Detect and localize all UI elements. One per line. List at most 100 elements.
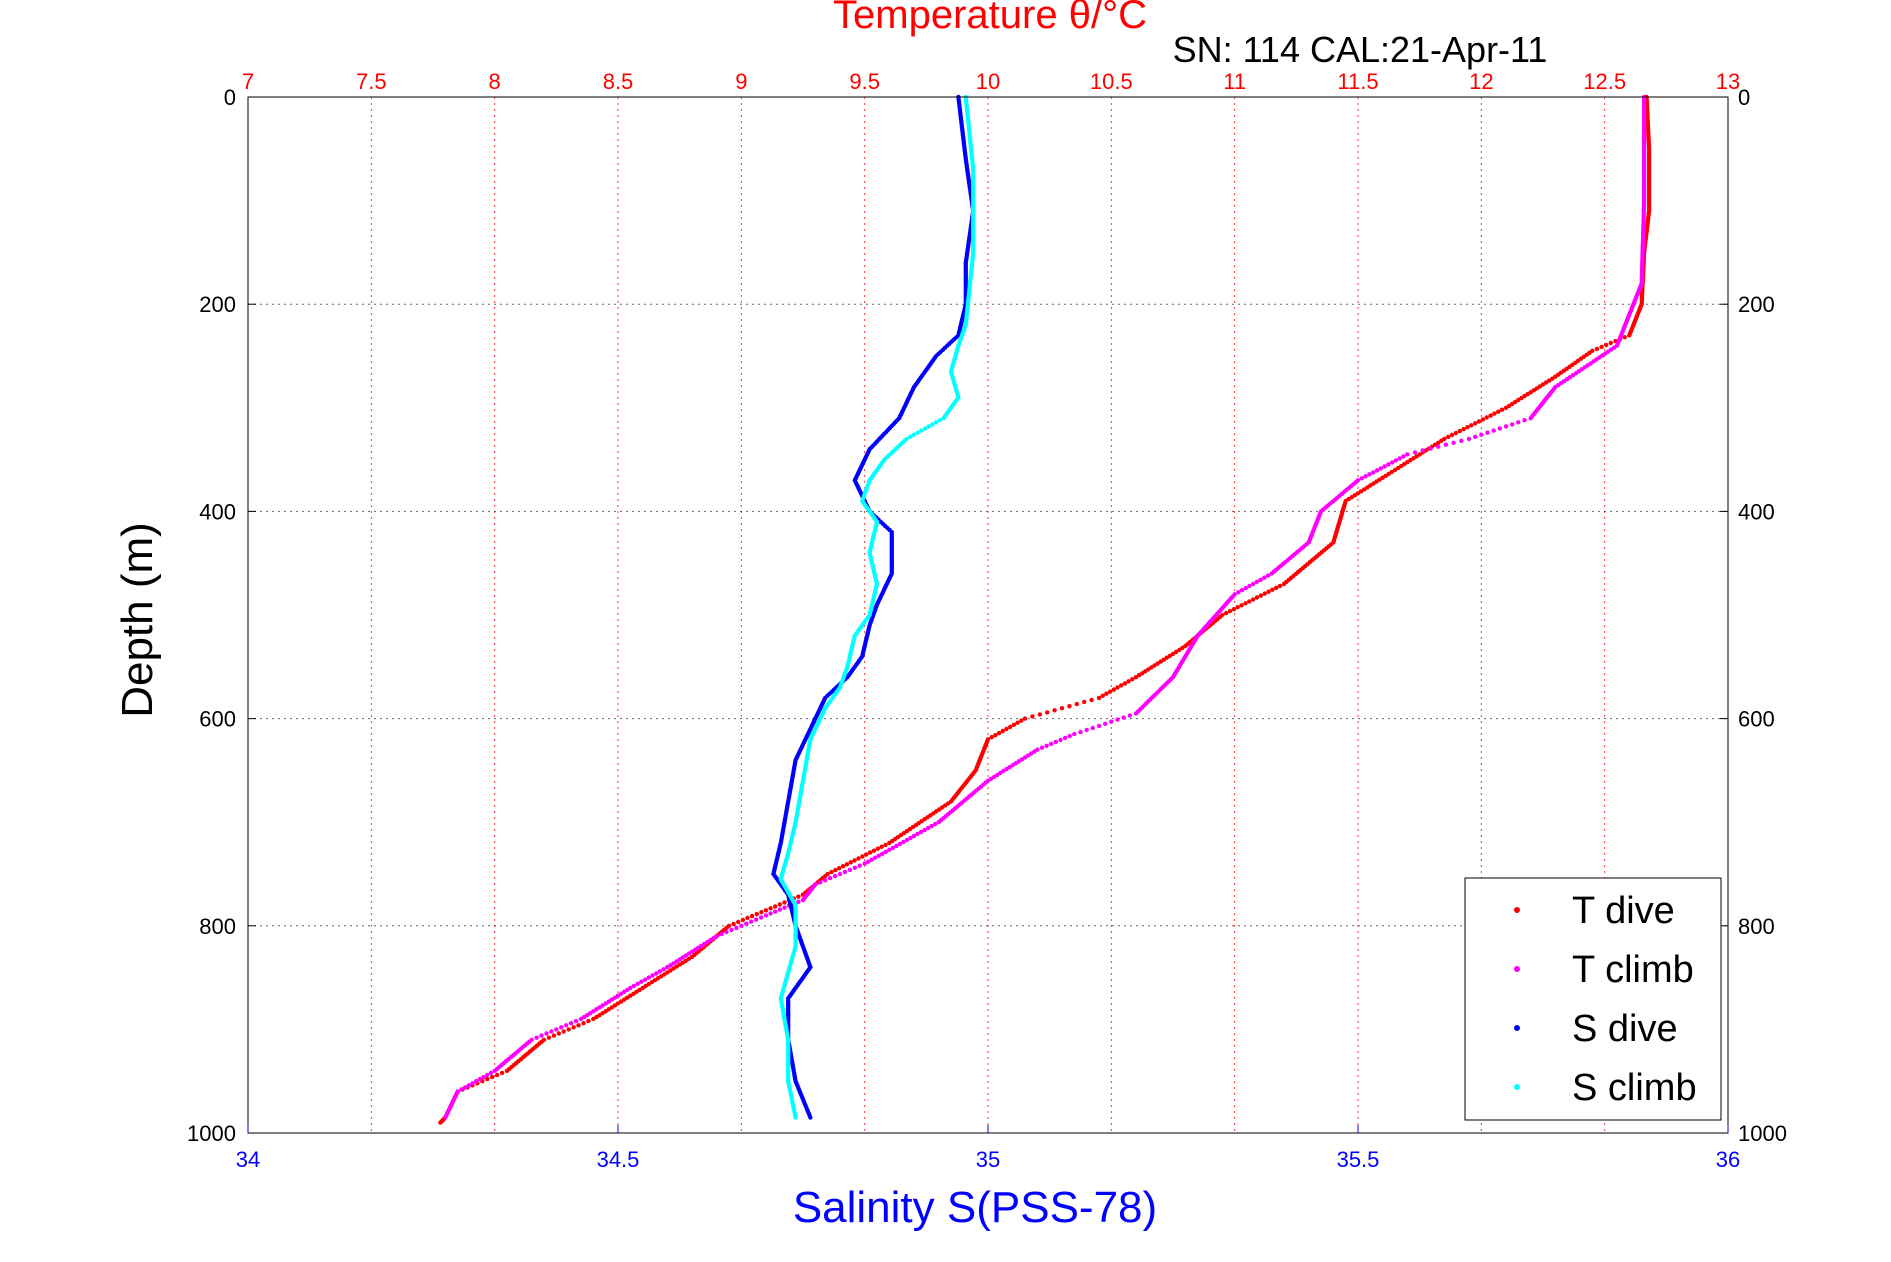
bottom-axis-tick-label: 34.5: [597, 1147, 640, 1172]
data-point: [1522, 418, 1527, 423]
data-point: [1503, 405, 1509, 410]
data-point: [477, 1076, 483, 1082]
data-point: [1599, 344, 1604, 350]
data-point: [1528, 416, 1533, 421]
data-point: [1359, 476, 1365, 481]
data-point: [857, 863, 862, 868]
right-axis-tick-label: 800: [1738, 914, 1775, 939]
data-point: [842, 869, 848, 875]
data-point: [926, 424, 931, 429]
legend-label-t-climb: T climb: [1572, 949, 1694, 991]
data-point: [571, 1025, 576, 1030]
data-point: [1074, 701, 1080, 707]
data-point: [1453, 430, 1459, 436]
x-axis-title: Salinity S(PSS-78): [793, 1183, 1157, 1232]
data-point: [1067, 704, 1072, 709]
data-point: [1019, 718, 1024, 723]
data-point: [1231, 607, 1237, 612]
data-point: [1258, 593, 1264, 598]
data-point: [573, 1018, 579, 1024]
top-axis-tick-label: 7.5: [356, 69, 387, 94]
data-point: [474, 1079, 479, 1084]
data-point: [1062, 735, 1068, 741]
data-point: [1269, 571, 1274, 576]
data-point: [879, 844, 884, 849]
data-point: [1473, 434, 1478, 439]
right-axis-tick-label: 0: [1738, 85, 1750, 110]
data-point: [1084, 727, 1089, 733]
data-point: [1480, 417, 1486, 422]
data-point: [719, 931, 724, 937]
data-point: [932, 822, 938, 827]
data-point: [591, 1016, 596, 1022]
data-point: [734, 925, 739, 931]
data-point: [1363, 474, 1368, 479]
data-point: [1251, 597, 1256, 602]
data-point: [1608, 340, 1614, 346]
data-point: [1488, 413, 1493, 418]
data-point: [862, 861, 867, 866]
data-point: [860, 854, 865, 859]
data-point: [1510, 422, 1515, 427]
data-point: [904, 837, 910, 843]
series-t-climb: [443, 94, 1647, 1120]
data-point: [918, 829, 924, 835]
series-layer: [438, 94, 1652, 1125]
data-point: [1443, 442, 1449, 447]
data-point: [1254, 579, 1260, 584]
data-point: [1236, 590, 1241, 595]
legend-label-s-climb: S climb: [1572, 1067, 1697, 1109]
data-point: [1115, 685, 1120, 690]
data-point: [749, 913, 755, 919]
data-point: [1030, 714, 1035, 719]
data-point: [1420, 448, 1425, 453]
data-point: [848, 860, 853, 865]
data-point: [1109, 719, 1114, 724]
data-point: [1044, 743, 1049, 748]
data-point: [635, 981, 640, 986]
data-point: [539, 1033, 544, 1038]
legend-item-t-climb: T climb: [1514, 949, 1694, 991]
data-point: [1496, 409, 1501, 414]
y-axis-title: Depth (m): [113, 522, 162, 718]
data-point: [763, 913, 769, 918]
data-point: [1254, 595, 1260, 600]
data-point: [922, 426, 928, 431]
data-point: [744, 921, 749, 926]
data-point: [1011, 722, 1017, 727]
data-point: [883, 849, 888, 854]
data-point: [1058, 737, 1063, 743]
data-point: [1049, 741, 1054, 747]
data-point: [869, 857, 874, 862]
data-point: [466, 1083, 471, 1088]
data-point: [1130, 677, 1135, 682]
bottom-axis-tick-label: 35.5: [1337, 1147, 1380, 1172]
data-point: [1390, 460, 1395, 465]
data-point: [941, 416, 946, 421]
data-point: [462, 1085, 468, 1090]
data-point: [1067, 733, 1072, 739]
data-point: [488, 1070, 494, 1076]
data-point: [782, 905, 787, 910]
data-point: [929, 823, 934, 829]
data-point: [856, 856, 861, 861]
data-point: [551, 1033, 557, 1038]
data-point: [1103, 721, 1108, 726]
data-point: [936, 820, 941, 825]
data-point: [546, 1035, 552, 1040]
top-axis-tick-label: 10: [976, 69, 1000, 94]
data-point: [1107, 689, 1113, 694]
data-point: [1465, 425, 1470, 430]
data-point: [996, 730, 1002, 736]
data-point: [1265, 573, 1271, 578]
data-point: [1039, 745, 1045, 750]
data-point: [808, 1115, 813, 1120]
data-point: [1015, 720, 1020, 725]
data-point: [438, 1120, 443, 1125]
legend-item-s-dive: S dive: [1514, 1008, 1678, 1050]
data-point: [1451, 440, 1456, 445]
data-point: [768, 906, 773, 911]
data-point: [740, 917, 746, 923]
data-point: [1604, 342, 1609, 348]
data-point: [1096, 695, 1102, 701]
